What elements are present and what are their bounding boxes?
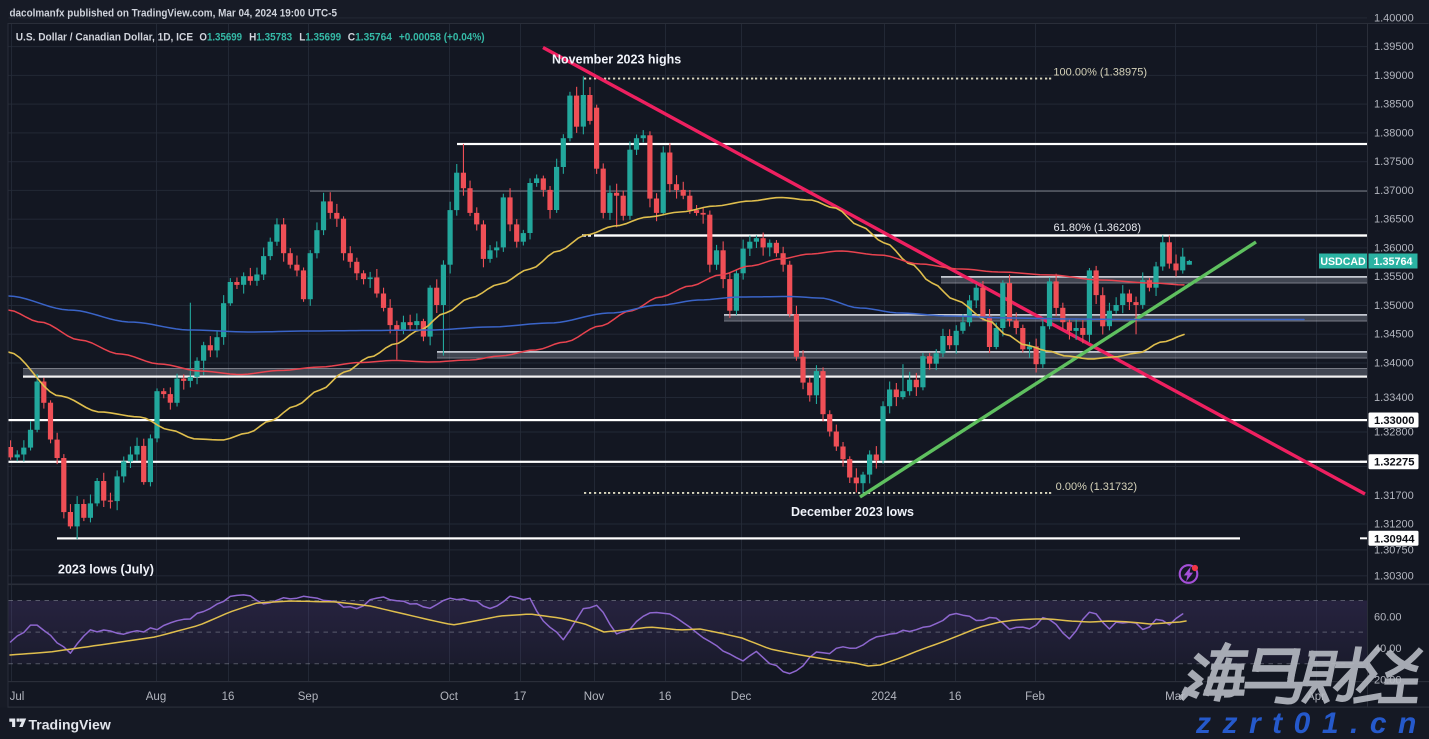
svg-text:1.37000: 1.37000 bbox=[1374, 185, 1414, 197]
svg-text:H1.35783: H1.35783 bbox=[249, 32, 292, 44]
svg-text:Dec: Dec bbox=[731, 691, 752, 703]
svg-text:1.36000: 1.36000 bbox=[1374, 242, 1414, 254]
svg-text:1.35500: 1.35500 bbox=[1374, 271, 1414, 283]
svg-text:1.33400: 1.33400 bbox=[1374, 392, 1414, 404]
svg-text:1.35000: 1.35000 bbox=[1374, 300, 1414, 312]
svg-text:Mar: Mar bbox=[1165, 691, 1185, 703]
svg-text:1.37500: 1.37500 bbox=[1374, 156, 1414, 168]
svg-text:1.36500: 1.36500 bbox=[1374, 214, 1414, 226]
svg-text:1.39000: 1.39000 bbox=[1374, 70, 1414, 82]
svg-text:1.31700: 1.31700 bbox=[1374, 490, 1414, 502]
svg-text:1.32800: 1.32800 bbox=[1374, 427, 1414, 439]
svg-text:1.39500: 1.39500 bbox=[1374, 41, 1414, 53]
svg-text:1.32275: 1.32275 bbox=[1374, 457, 1414, 469]
svg-text:1.34000: 1.34000 bbox=[1374, 358, 1414, 370]
svg-text:100.00% (1.38975): 100.00% (1.38975) bbox=[1053, 67, 1147, 79]
svg-text:TradingView: TradingView bbox=[29, 717, 111, 733]
svg-text:1.35764: 1.35764 bbox=[1373, 256, 1412, 268]
svg-text:USDCAD: USDCAD bbox=[1320, 256, 1366, 268]
svg-text:40.00: 40.00 bbox=[1374, 643, 1402, 655]
svg-text:Oct: Oct bbox=[440, 691, 459, 703]
svg-text:zzrt01.cn: zzrt01.cn bbox=[1195, 707, 1428, 739]
svg-text:16: 16 bbox=[659, 691, 672, 703]
svg-text:Sep: Sep bbox=[298, 691, 318, 703]
svg-text:U.S. Dollar / Canadian Dollar,: U.S. Dollar / Canadian Dollar, 1D, ICE bbox=[16, 32, 193, 44]
svg-text:1.30750: 1.30750 bbox=[1374, 544, 1414, 556]
svg-text:1.38000: 1.38000 bbox=[1374, 127, 1414, 139]
svg-text:1.30300: 1.30300 bbox=[1374, 570, 1414, 582]
svg-text:November 2023 highs: November 2023 highs bbox=[552, 53, 681, 67]
svg-text:1.34500: 1.34500 bbox=[1374, 329, 1414, 341]
svg-text:61.80% (1.36208): 61.80% (1.36208) bbox=[1054, 222, 1141, 234]
svg-text:2023 lows (July): 2023 lows (July) bbox=[58, 563, 154, 577]
svg-text:O1.35699: O1.35699 bbox=[199, 32, 242, 44]
svg-text:1.33000: 1.33000 bbox=[1374, 415, 1414, 427]
svg-text:Aug: Aug bbox=[146, 691, 166, 703]
svg-text:C1.35764: C1.35764 bbox=[348, 32, 393, 44]
svg-text:L1.35699: L1.35699 bbox=[299, 32, 341, 44]
svg-text:16: 16 bbox=[949, 691, 962, 703]
svg-text:1.31200: 1.31200 bbox=[1374, 519, 1414, 531]
svg-text:+0.00058 (+0.04%): +0.00058 (+0.04%) bbox=[399, 32, 485, 44]
svg-text:2024: 2024 bbox=[871, 691, 897, 703]
svg-text:dacolmanfx published on Tradin: dacolmanfx published on TradingView.com,… bbox=[10, 8, 338, 20]
svg-text:Feb: Feb bbox=[1025, 691, 1045, 703]
svg-text:17: 17 bbox=[514, 691, 527, 703]
svg-text:1.30944: 1.30944 bbox=[1374, 533, 1415, 545]
svg-text:December 2023 lows: December 2023 lows bbox=[791, 505, 914, 519]
svg-text:1.40000: 1.40000 bbox=[1374, 12, 1414, 24]
svg-text:16: 16 bbox=[222, 691, 235, 703]
svg-text:Nov: Nov bbox=[584, 691, 605, 703]
svg-text:Jul: Jul bbox=[10, 691, 25, 703]
svg-text:60.00: 60.00 bbox=[1374, 611, 1402, 623]
svg-text:1.38500: 1.38500 bbox=[1374, 99, 1414, 111]
svg-text:0.00% (1.31732): 0.00% (1.31732) bbox=[1056, 481, 1137, 493]
